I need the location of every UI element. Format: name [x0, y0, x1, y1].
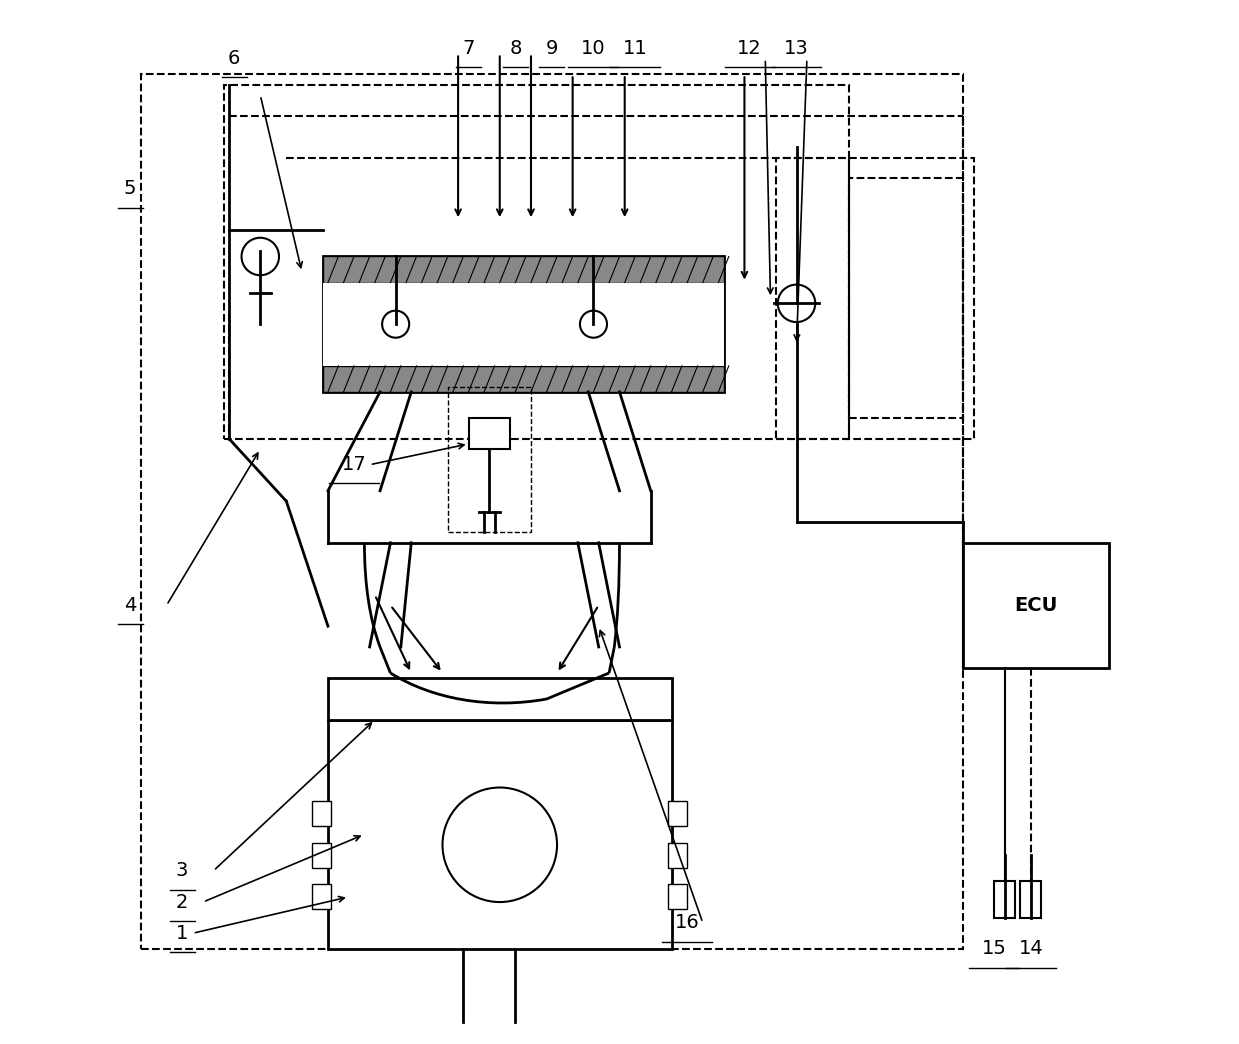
Circle shape [382, 311, 409, 337]
Text: 5: 5 [124, 180, 136, 198]
Bar [312, 801, 331, 826]
Text: 15: 15 [981, 940, 1007, 958]
Text: 13: 13 [784, 39, 809, 57]
Text: 2: 2 [176, 893, 188, 911]
Bar [776, 158, 974, 438]
Circle shape [242, 238, 279, 276]
Bar [447, 386, 532, 532]
Text: 1: 1 [176, 924, 188, 943]
Text: 12: 12 [737, 39, 762, 57]
Text: 7: 7 [462, 39, 475, 57]
Bar [1021, 881, 1041, 918]
Text: 10: 10 [581, 39, 606, 57]
Bar [224, 85, 849, 438]
Bar [140, 74, 963, 949]
Bar [668, 884, 688, 909]
Text: 4: 4 [124, 596, 136, 615]
Text: 3: 3 [176, 861, 188, 880]
Bar [668, 801, 688, 826]
Bar [328, 719, 672, 949]
Bar [312, 884, 331, 909]
Bar [995, 881, 1015, 918]
Circle shape [778, 285, 815, 323]
Text: 6: 6 [228, 49, 240, 68]
Bar [328, 679, 672, 719]
Text: 11: 11 [623, 39, 648, 57]
Bar [322, 365, 724, 392]
Bar [322, 257, 724, 392]
Text: 8: 8 [509, 39, 522, 57]
Bar [963, 543, 1109, 668]
Text: 14: 14 [1018, 940, 1043, 958]
Bar [849, 179, 963, 418]
Bar [468, 418, 510, 449]
Circle shape [442, 787, 558, 902]
Text: 17: 17 [342, 455, 367, 474]
Bar [322, 257, 724, 283]
Bar [668, 843, 688, 868]
Bar [322, 283, 724, 365]
Text: 9: 9 [545, 39, 558, 57]
Text: 16: 16 [675, 914, 700, 932]
Text: ECU: ECU [1015, 596, 1058, 615]
Circle shape [580, 311, 607, 337]
Bar [312, 843, 331, 868]
